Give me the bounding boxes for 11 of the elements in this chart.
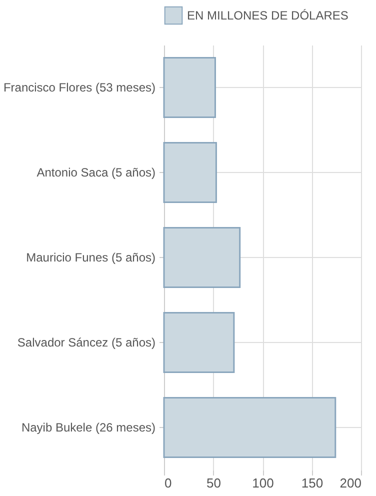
x-tick-label: 200 — [340, 476, 362, 490]
y-tick-label: Antonio Saca (5 años) — [36, 166, 156, 180]
y-tick-label: Salvador Sáncez (5 años) — [17, 336, 156, 350]
x-tick-label: 150 — [301, 476, 324, 490]
x-tick-label: 100 — [252, 476, 274, 490]
x-tick-label: 50 — [206, 476, 221, 490]
y-tick-label: Mauricio Funes (5 años) — [26, 250, 156, 264]
legend-label: EN MILLONES DE DÓLARES — [187, 8, 348, 22]
x-tick-label: 0 — [164, 476, 172, 490]
y-tick-label: Nayib Bukele (26 meses) — [21, 420, 156, 434]
y-tick-label: Francisco Flores (53 meses) — [3, 80, 156, 94]
